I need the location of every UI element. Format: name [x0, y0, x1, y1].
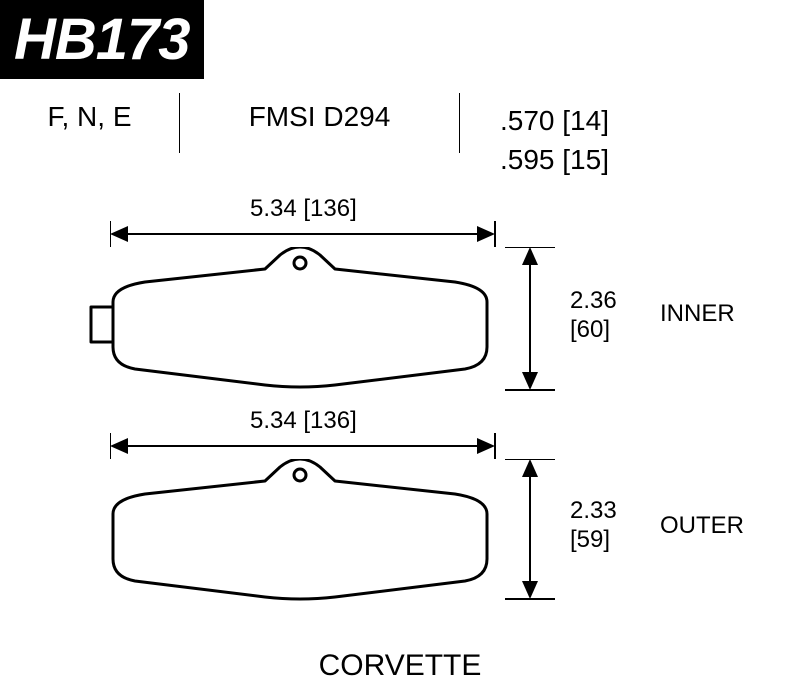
thickness-2: .595 [15]	[500, 140, 800, 179]
inner-height-label: 2.36	[570, 287, 617, 314]
outer-width-arrow	[110, 431, 510, 461]
fmsi-cell: FMSI D294	[180, 93, 460, 153]
compounds-text: F, N, E	[47, 101, 131, 132]
fmsi-text: FMSI D294	[249, 101, 391, 132]
outer-side-label: OUTER	[660, 512, 744, 540]
spec-row: F, N, E FMSI D294 .570 [14] .595 [15]	[0, 93, 800, 187]
vehicle-name: CORVETTE	[0, 649, 800, 683]
outer-height-label: 2.33	[570, 497, 617, 524]
inner-side-label: INNER	[660, 300, 735, 328]
thickness-1: .570 [14]	[500, 101, 800, 140]
diagram-area: 5.34 [136] 2.36 [60] INNER 5.34 [136]	[0, 197, 800, 657]
outer-height-arrow	[500, 459, 560, 604]
inner-height-arrow	[500, 247, 560, 392]
outer-pad-shape	[85, 459, 515, 609]
outer-height-label-wrap: 2.33 [59]	[570, 497, 617, 555]
inner-pad-shape	[85, 247, 515, 397]
thickness-cell: .570 [14] .595 [15]	[460, 93, 800, 187]
compounds-cell: F, N, E	[0, 93, 180, 153]
part-number: HB173	[14, 7, 190, 72]
inner-width-arrow	[110, 219, 510, 249]
inner-height-mm: [60]	[570, 316, 610, 343]
inner-height-label-wrap: 2.36 [60]	[570, 287, 617, 345]
header-bar: HB173	[0, 0, 204, 79]
outer-height-mm: [59]	[570, 526, 610, 553]
